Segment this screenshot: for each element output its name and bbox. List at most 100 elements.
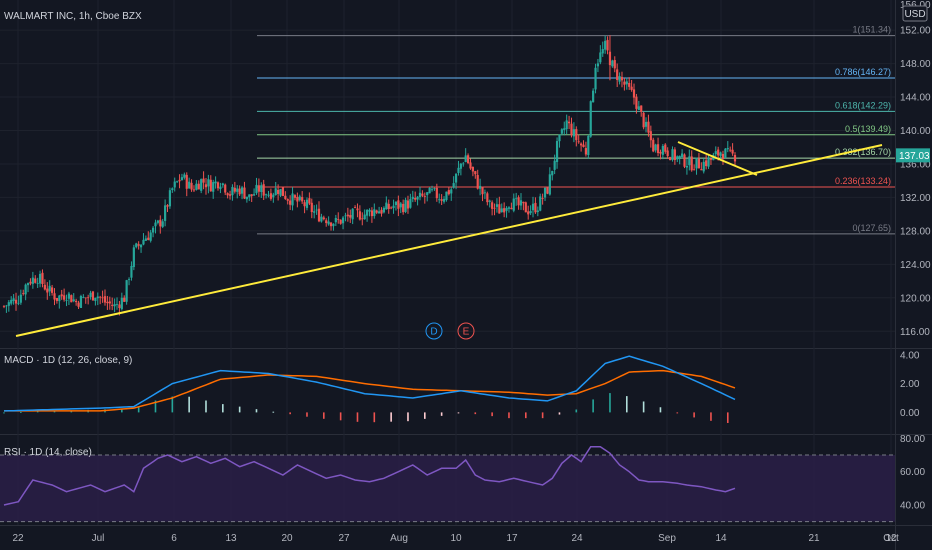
candle[interactable] bbox=[123, 295, 126, 302]
candle[interactable] bbox=[476, 169, 479, 190]
candle[interactable] bbox=[308, 192, 311, 206]
candle[interactable] bbox=[166, 204, 169, 213]
candle[interactable] bbox=[380, 207, 383, 217]
candle[interactable] bbox=[529, 205, 532, 216]
candle[interactable] bbox=[392, 199, 395, 214]
candle[interactable] bbox=[216, 181, 220, 191]
candle[interactable] bbox=[625, 77, 628, 90]
candle[interactable] bbox=[265, 193, 268, 199]
candle[interactable] bbox=[382, 206, 386, 214]
candle[interactable] bbox=[180, 173, 184, 181]
candle[interactable] bbox=[618, 72, 621, 85]
candle[interactable] bbox=[491, 200, 494, 216]
candle[interactable] bbox=[31, 271, 34, 289]
candle[interactable] bbox=[365, 208, 369, 222]
candle[interactable] bbox=[317, 201, 321, 223]
candle[interactable] bbox=[207, 174, 210, 194]
candle[interactable] bbox=[142, 233, 145, 246]
candle[interactable] bbox=[183, 172, 186, 180]
candle[interactable] bbox=[498, 196, 501, 214]
candle[interactable] bbox=[479, 178, 482, 196]
candle[interactable] bbox=[582, 140, 585, 148]
candle[interactable] bbox=[577, 134, 580, 144]
candle[interactable] bbox=[159, 215, 162, 234]
candle[interactable] bbox=[284, 191, 287, 200]
candle[interactable] bbox=[387, 199, 390, 214]
candle[interactable] bbox=[368, 208, 371, 217]
candle[interactable] bbox=[647, 114, 650, 137]
candle[interactable] bbox=[192, 185, 196, 193]
candle[interactable] bbox=[10, 296, 13, 306]
candle[interactable] bbox=[236, 185, 239, 199]
candle[interactable] bbox=[548, 167, 551, 196]
candle[interactable] bbox=[240, 185, 244, 200]
currency-button[interactable]: USD bbox=[902, 5, 928, 22]
candle[interactable] bbox=[685, 158, 689, 175]
candle[interactable] bbox=[248, 194, 251, 202]
candle[interactable] bbox=[17, 295, 20, 306]
candle[interactable] bbox=[676, 155, 679, 163]
candle[interactable] bbox=[594, 63, 597, 94]
candle[interactable] bbox=[185, 172, 188, 197]
candle[interactable] bbox=[442, 196, 446, 204]
candle[interactable] bbox=[305, 197, 309, 211]
candle[interactable] bbox=[452, 176, 455, 189]
candle[interactable] bbox=[137, 241, 140, 250]
candle[interactable] bbox=[233, 181, 236, 194]
candle[interactable] bbox=[385, 196, 388, 210]
candle[interactable] bbox=[231, 184, 234, 201]
candle[interactable] bbox=[349, 209, 352, 223]
candle[interactable] bbox=[108, 296, 111, 310]
candle[interactable] bbox=[315, 204, 318, 215]
candle[interactable] bbox=[611, 59, 614, 68]
candle[interactable] bbox=[606, 36, 609, 55]
macd-pane[interactable] bbox=[3, 355, 736, 423]
candle[interactable] bbox=[563, 121, 566, 136]
candle[interactable] bbox=[596, 58, 600, 73]
candle[interactable] bbox=[173, 177, 176, 192]
candle[interactable] bbox=[592, 88, 595, 103]
candle[interactable] bbox=[257, 178, 260, 197]
candle[interactable] bbox=[224, 183, 227, 196]
candle[interactable] bbox=[106, 295, 109, 310]
candle[interactable] bbox=[536, 206, 539, 217]
candle[interactable] bbox=[5, 304, 8, 313]
candle[interactable] bbox=[531, 196, 535, 218]
candle[interactable] bbox=[286, 198, 289, 205]
candle[interactable] bbox=[277, 184, 280, 201]
candle[interactable] bbox=[519, 193, 523, 210]
candle[interactable] bbox=[378, 206, 381, 214]
candle[interactable] bbox=[433, 187, 436, 191]
candle[interactable] bbox=[151, 226, 155, 238]
candle[interactable] bbox=[370, 207, 374, 223]
candle[interactable] bbox=[551, 170, 554, 181]
candle[interactable] bbox=[406, 195, 410, 214]
candle[interactable] bbox=[394, 201, 398, 211]
candle[interactable] bbox=[99, 295, 102, 305]
candle[interactable] bbox=[445, 191, 448, 202]
candle[interactable] bbox=[24, 283, 27, 301]
candle[interactable] bbox=[719, 151, 722, 160]
candle[interactable] bbox=[274, 181, 277, 196]
candle[interactable] bbox=[587, 134, 590, 159]
candle[interactable] bbox=[707, 155, 710, 169]
candle[interactable] bbox=[252, 188, 256, 197]
candle[interactable] bbox=[481, 186, 484, 202]
candle[interactable] bbox=[115, 297, 119, 310]
candle[interactable] bbox=[327, 216, 330, 226]
candle[interactable] bbox=[555, 137, 559, 169]
candle[interactable] bbox=[495, 198, 499, 213]
candle[interactable] bbox=[613, 56, 616, 73]
candle[interactable] bbox=[195, 180, 198, 191]
candle[interactable] bbox=[575, 126, 578, 147]
candle[interactable] bbox=[668, 156, 672, 161]
candle[interactable] bbox=[89, 290, 92, 300]
candle[interactable] bbox=[281, 187, 285, 197]
candle[interactable] bbox=[361, 212, 364, 226]
descending-trendline[interactable] bbox=[677, 141, 758, 176]
candle[interactable] bbox=[351, 208, 354, 225]
candle[interactable] bbox=[101, 290, 104, 303]
candle[interactable] bbox=[245, 196, 248, 203]
candle[interactable] bbox=[14, 292, 18, 311]
candle[interactable] bbox=[2, 305, 6, 309]
